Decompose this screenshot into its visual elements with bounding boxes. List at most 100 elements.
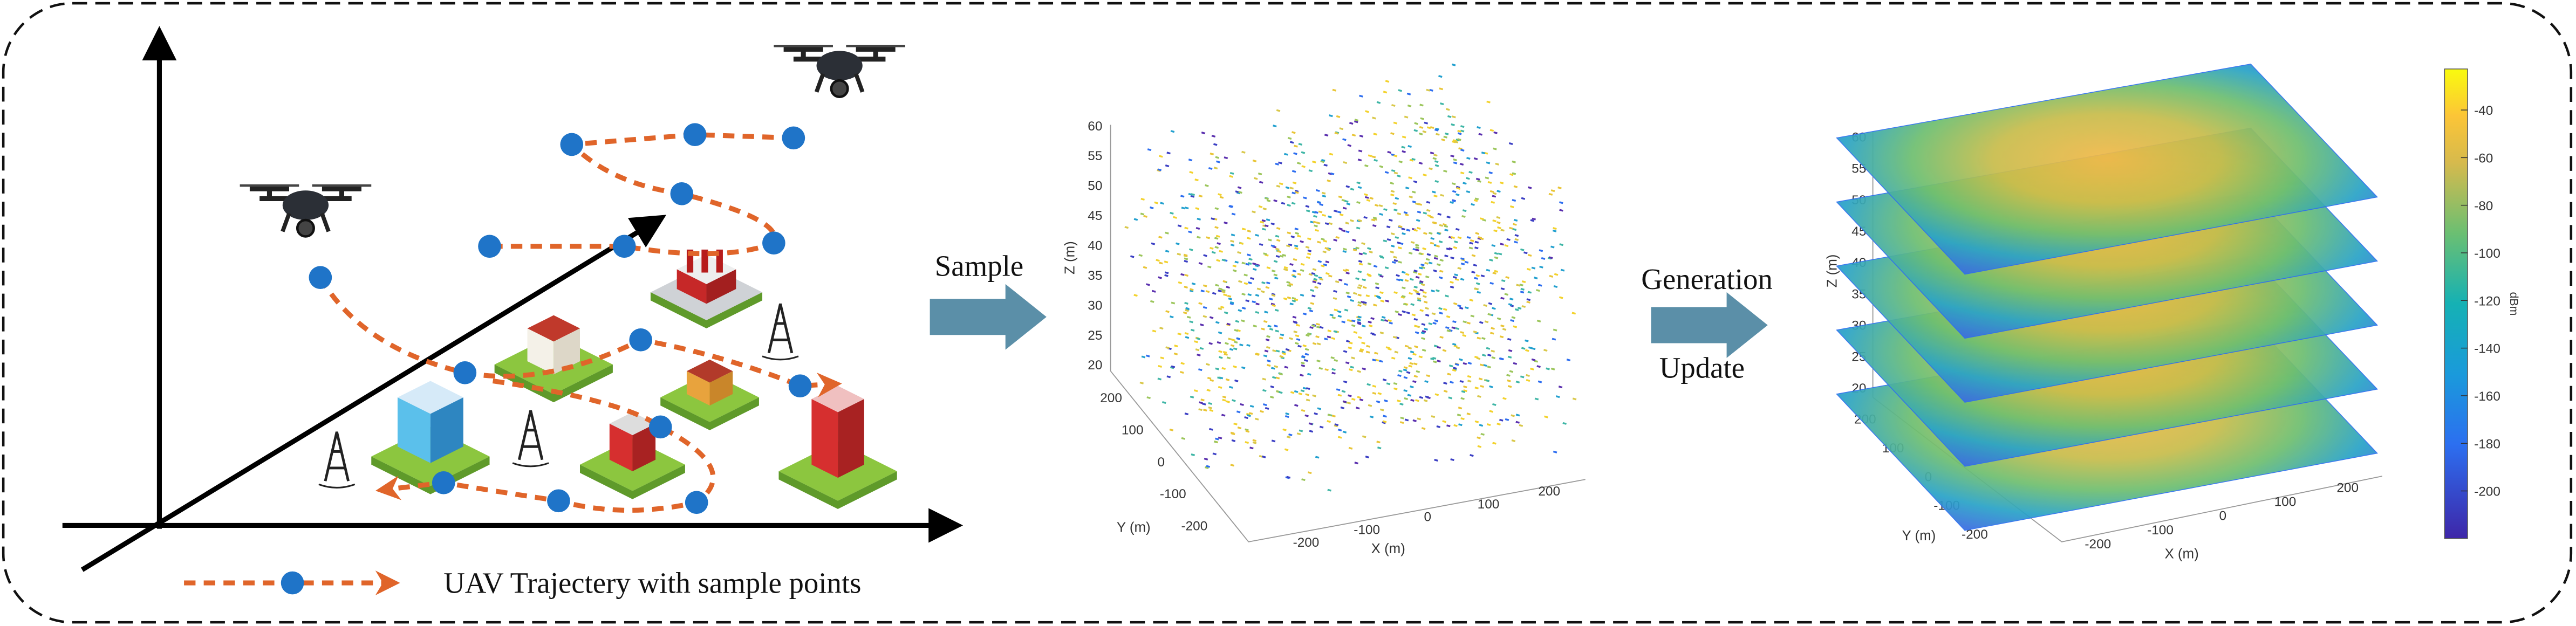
sample-dot [1520,375,1525,379]
sample-dot [1228,297,1233,300]
sample-dot [1436,232,1441,235]
sample-dot [1186,315,1191,319]
sample-dot [1301,361,1305,364]
sample-dot [1419,104,1424,107]
sample-dot [1300,269,1304,272]
sample-dot [1475,177,1480,181]
sample-dot [1249,446,1254,450]
z-tick-label: 35 [1088,269,1102,283]
sample-dot [1241,293,1246,296]
sample-dot [1450,201,1454,204]
sample-dot [1390,190,1395,193]
sample-dot [1234,260,1239,264]
sample-dot [1209,428,1213,431]
sample-dot [1350,299,1355,302]
sample-dot [1523,251,1528,254]
sample-dot [1220,306,1225,309]
sample-dot [1433,345,1438,348]
sample-dot [1262,377,1267,381]
sample-dot [1536,289,1540,292]
sample-dot [1270,244,1275,247]
uav-body [282,190,329,221]
sample-dot [1553,328,1557,332]
sample-dot [1398,369,1403,373]
sample-dot [1457,267,1461,270]
sample-dot [1508,303,1513,306]
sample-dot [1216,160,1220,163]
sample-dot [1513,223,1517,226]
sample-dot [1433,269,1437,272]
sample-dot [1293,321,1298,324]
sample-dot [1194,340,1198,343]
sample-dot [1426,253,1431,256]
sample-dot [1474,420,1479,423]
sample-dot [1354,462,1359,465]
sample-dot [1225,378,1230,381]
sample-dot [1349,368,1353,372]
sample-dot [1345,269,1350,272]
sample-dot [1398,160,1403,163]
sample-dot [1248,281,1252,285]
sample-dot [1188,248,1193,251]
sample-dot [1531,358,1536,361]
sample-dot [1407,347,1412,350]
sample-dot [1290,235,1295,238]
sample-dot [1406,371,1411,374]
sample-dot [1285,348,1290,351]
sample-dot [1229,175,1233,178]
sample-dot [1398,89,1403,92]
sample-dot [1255,353,1259,356]
sample-dot [1306,398,1310,402]
sample-dot [1571,312,1576,315]
sample-dot [1414,122,1418,125]
sample-dot [1357,159,1362,162]
sample-dot [1197,217,1201,221]
sample-dot [1454,363,1459,366]
sample-dot [1287,204,1291,207]
sample-dot [1169,428,1174,431]
sample-dot [1261,455,1266,458]
sample-dot [1461,215,1466,218]
sample-dot [1519,283,1523,287]
sample-dot [1419,280,1424,283]
sample-dot [1354,120,1358,123]
sample-dot [1158,276,1162,279]
building-side [838,398,864,478]
sample-dot [1508,142,1513,145]
sample-dot [1276,239,1281,242]
sample-dot [1357,304,1362,307]
sample-dot [1295,342,1299,345]
sample-dot [1410,386,1414,389]
sample-dot [1425,314,1430,317]
sample-dot [1527,186,1532,189]
sample-dot [1160,202,1164,205]
sample-dot [1190,288,1194,291]
sample-dot [1164,260,1169,264]
sample-dot [1318,276,1322,279]
sample-dot [1353,292,1357,295]
sample-dot [1521,305,1526,308]
sample-dot [1408,364,1412,368]
sample-dot [1489,129,1494,132]
x-tick-label: 0 [2219,509,2226,524]
sample-dot [1499,335,1504,339]
sample-dot [1236,410,1241,414]
sample-dot [1500,243,1504,246]
sample-dot [1349,122,1354,125]
sample-dot [1266,364,1271,367]
sample-dot [1215,284,1219,287]
sample-dot [1490,332,1494,335]
sample-dot [1224,156,1228,160]
sample-dot [1369,415,1374,418]
sample-dot [1362,278,1366,281]
sample-dot [1263,354,1268,357]
sample-dot [1454,273,1458,277]
sample-dot [1333,290,1337,293]
sample-dot [1348,446,1353,450]
sample-dot [1512,160,1516,163]
sample-dot [1362,435,1366,438]
sample-dot [1269,298,1273,301]
sample-dot [1440,102,1444,106]
sample-dot [1345,185,1350,188]
sample-dot [1208,402,1213,405]
